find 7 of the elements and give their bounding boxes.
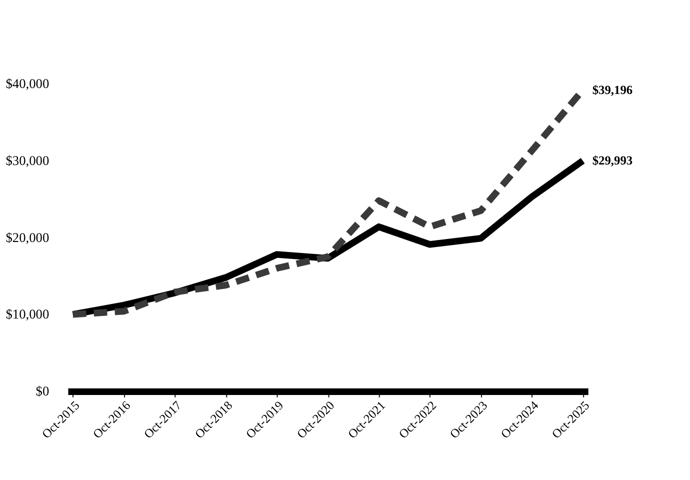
- y-tick-label: $20,000: [6, 230, 50, 245]
- y-tick-label: $10,000: [6, 306, 50, 322]
- data-label: $39,196: [592, 82, 633, 97]
- y-tick-label: $30,000: [6, 153, 50, 168]
- data-label: $29,993: [592, 154, 633, 168]
- y-tick-label: $0: [36, 383, 50, 398]
- y-tick-label: $40,000: [6, 76, 50, 92]
